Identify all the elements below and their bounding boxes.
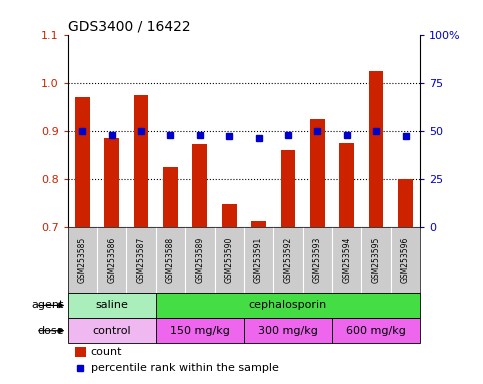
Bar (251, 221, 266, 227)
Text: GSM253591: GSM253591 (254, 237, 263, 283)
Bar (68, 293, 156, 318)
Bar (310, 119, 325, 227)
Text: cephalosporin: cephalosporin (249, 300, 327, 310)
Bar (134, 94, 148, 227)
Bar (398, 179, 413, 227)
Text: GSM253586: GSM253586 (107, 237, 116, 283)
Bar (244, 318, 332, 343)
Text: dose: dose (38, 326, 64, 336)
Bar (340, 143, 354, 227)
Text: 300 mg/kg: 300 mg/kg (258, 326, 318, 336)
Text: GSM253596: GSM253596 (401, 237, 410, 283)
Text: GSM253585: GSM253585 (78, 237, 87, 283)
Text: percentile rank within the sample: percentile rank within the sample (90, 363, 278, 373)
Bar (281, 150, 295, 227)
Bar (193, 144, 207, 227)
Text: agent: agent (32, 300, 64, 310)
Bar (369, 71, 384, 227)
Text: GSM253589: GSM253589 (195, 237, 204, 283)
Text: GSM253595: GSM253595 (371, 237, 381, 283)
Text: GDS3400 / 16422: GDS3400 / 16422 (68, 20, 190, 33)
Text: GSM253594: GSM253594 (342, 237, 351, 283)
Bar (163, 167, 178, 227)
Bar (332, 318, 420, 343)
Bar (104, 138, 119, 227)
Bar (222, 204, 237, 227)
Text: control: control (92, 326, 131, 336)
Text: GSM253587: GSM253587 (137, 237, 145, 283)
Text: count: count (90, 347, 122, 357)
Text: GSM253590: GSM253590 (225, 237, 234, 283)
Bar (75, 97, 90, 227)
Text: saline: saline (95, 300, 128, 310)
Bar (156, 293, 420, 318)
Text: GSM253592: GSM253592 (284, 237, 293, 283)
Text: 150 mg/kg: 150 mg/kg (170, 326, 230, 336)
Text: 600 mg/kg: 600 mg/kg (346, 326, 406, 336)
Bar (75, 347, 86, 357)
Bar (156, 318, 244, 343)
Text: GSM253588: GSM253588 (166, 237, 175, 283)
Bar (68, 318, 156, 343)
Text: GSM253593: GSM253593 (313, 237, 322, 283)
